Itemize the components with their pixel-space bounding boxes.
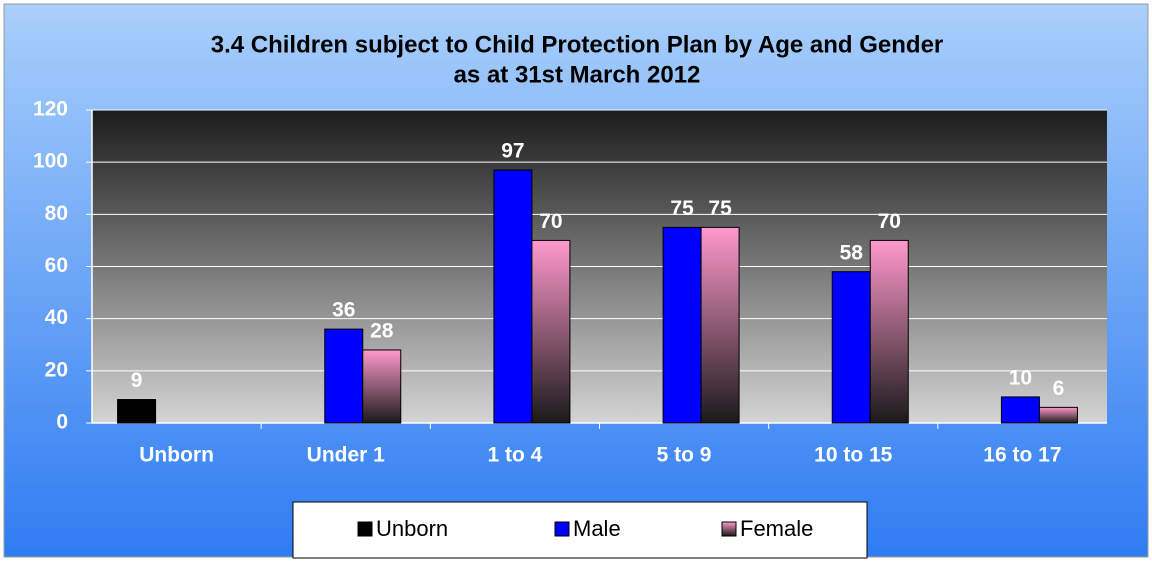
x-tick-label: 16 to 17: [983, 444, 1061, 467]
x-tick-label: 5 to 9: [657, 444, 712, 467]
y-tick-label: 60: [45, 254, 68, 277]
data-label: 10: [1009, 366, 1032, 389]
bar: [1000, 396, 1040, 424]
data-label: 70: [539, 210, 562, 233]
data-label: 70: [878, 210, 901, 233]
legend-label: Female: [740, 516, 813, 541]
bar: [531, 239, 571, 424]
legend-swatch: [554, 521, 570, 537]
data-label: 36: [332, 299, 355, 322]
x-tick-label: 10 to 15: [814, 444, 893, 467]
data-label: 9: [131, 369, 143, 392]
data-label: 75: [670, 197, 694, 220]
bar: [831, 271, 871, 424]
y-tick-label: 100: [33, 150, 68, 173]
chart-title: 3.4 Children subject to Child Protection…: [211, 31, 944, 58]
y-tick-label: 120: [33, 98, 68, 121]
legend-label: Unborn: [376, 516, 448, 541]
legend-swatch: [357, 521, 373, 537]
data-label: 75: [708, 197, 732, 220]
bar: [700, 226, 740, 424]
x-tick-label: 1 to 4: [487, 444, 542, 467]
data-label: 97: [501, 140, 524, 163]
y-tick-label: 20: [45, 358, 68, 381]
legend: [292, 501, 868, 559]
data-label: 28: [370, 320, 394, 343]
bar: [869, 239, 909, 424]
bar: [117, 399, 157, 424]
chart-subtitle: as at 31st March 2012: [454, 61, 701, 88]
x-tick-label: Unborn: [139, 444, 214, 467]
bar: [493, 169, 533, 424]
y-tick-label: 80: [45, 202, 68, 225]
bar: [662, 226, 702, 424]
data-label: 58: [840, 241, 864, 264]
bar: [324, 328, 364, 424]
bar: [1038, 406, 1078, 424]
data-label: 6: [1053, 377, 1065, 400]
y-tick-label: 40: [45, 306, 68, 329]
y-tick-label: 0: [56, 411, 68, 434]
bar: [362, 349, 402, 424]
legend-swatch: [721, 521, 737, 537]
x-tick-label: Under 1: [307, 444, 386, 467]
legend-label: Male: [573, 516, 621, 541]
